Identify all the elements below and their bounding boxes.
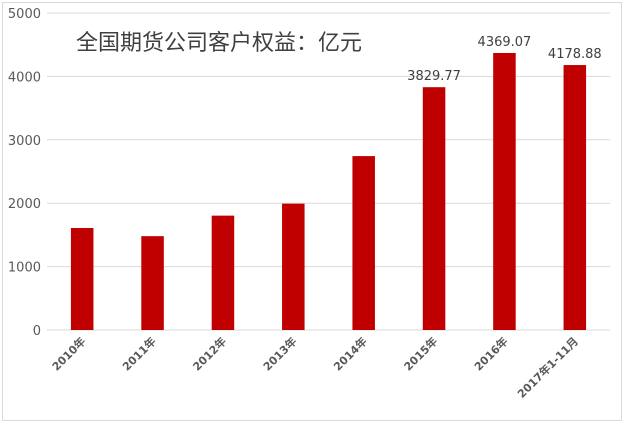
data-labels: 3829.77 4369.07 4178.88 xyxy=(407,35,602,84)
bars xyxy=(70,53,587,330)
bar xyxy=(422,87,446,330)
x-tick-label: 2017年1-11月 xyxy=(514,334,581,401)
y-tick-label: 0 xyxy=(33,324,41,339)
y-axis-ticks: 0 1000 2000 3000 4000 5000 xyxy=(8,7,41,339)
data-label: 3829.77 xyxy=(407,69,461,84)
chart-frame xyxy=(2,2,622,421)
x-tick-label: 2013年 xyxy=(260,334,299,373)
bar xyxy=(563,65,587,330)
data-label: 4369.07 xyxy=(478,35,532,50)
bar xyxy=(282,203,305,330)
x-tick-label: 2014年 xyxy=(330,334,369,373)
y-tick-label: 4000 xyxy=(8,70,41,85)
x-tick-label: 2010年 xyxy=(49,334,88,373)
y-tick-label: 1000 xyxy=(8,261,41,276)
bar xyxy=(70,227,94,330)
chart-title: 全国期货公司客户权益：亿元 xyxy=(76,31,362,56)
bar xyxy=(493,53,516,330)
y-tick-label: 2000 xyxy=(8,197,41,212)
bar xyxy=(141,236,164,330)
bar xyxy=(352,156,375,330)
x-tick-label: 2016年 xyxy=(471,334,510,373)
data-label: 4178.88 xyxy=(548,47,602,62)
x-tick-label: 2015年 xyxy=(401,334,440,373)
y-tick-label: 5000 xyxy=(8,7,41,22)
x-tick-label: 2012年 xyxy=(190,334,229,373)
x-axis-ticks: 2010年 2011年 2012年 2013年 2014年 2015年 2016年 2017年… xyxy=(49,334,581,401)
x-tick-label: 2011年 xyxy=(119,334,158,373)
bar xyxy=(211,215,235,330)
y-tick-label: 3000 xyxy=(8,134,41,149)
gridlines xyxy=(47,12,610,331)
